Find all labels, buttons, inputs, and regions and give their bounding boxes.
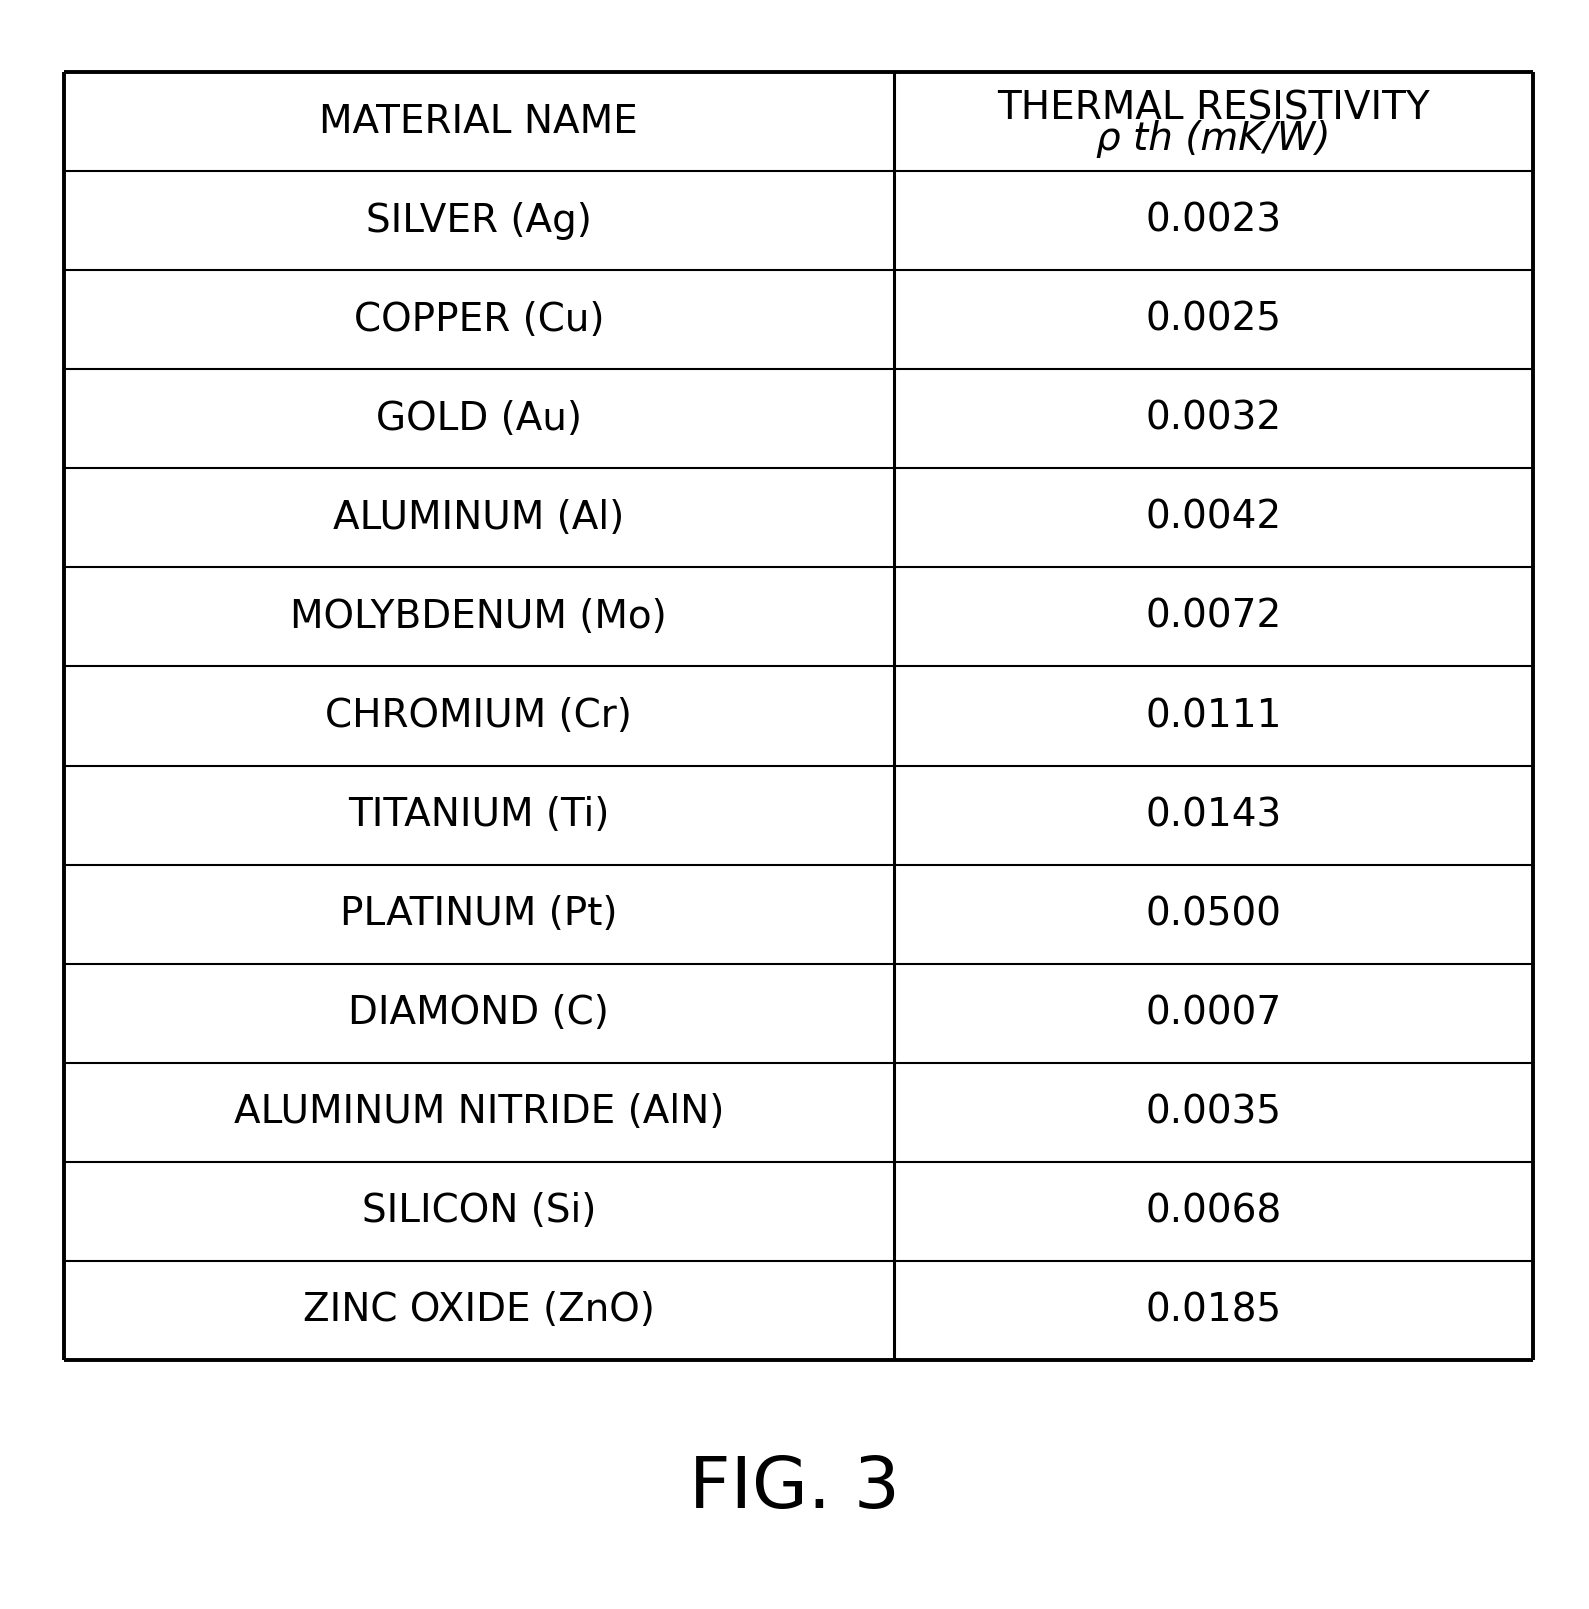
Text: 0.0032: 0.0032 <box>1146 401 1282 438</box>
Bar <box>64 72 1533 1360</box>
Text: 0.0500: 0.0500 <box>1146 895 1282 933</box>
Text: COPPER (Cu): COPPER (Cu) <box>353 301 604 339</box>
Text: 0.0111: 0.0111 <box>1146 697 1282 735</box>
Text: ZINC OXIDE (ZnO): ZINC OXIDE (ZnO) <box>303 1290 655 1329</box>
Text: PLATINUM (Pt): PLATINUM (Pt) <box>340 895 618 933</box>
Text: DIAMOND (C): DIAMOND (C) <box>348 994 609 1031</box>
Text: FIG. 3: FIG. 3 <box>690 1455 899 1522</box>
Text: 0.0072: 0.0072 <box>1146 599 1282 636</box>
Text: GOLD (Au): GOLD (Au) <box>375 401 582 438</box>
Text: THERMAL RESISTIVITY: THERMAL RESISTIVITY <box>998 88 1430 127</box>
Text: ρ th (mK/W): ρ th (mK/W) <box>1096 119 1332 158</box>
Text: SILVER (Ag): SILVER (Ag) <box>365 201 591 240</box>
Text: 0.0035: 0.0035 <box>1146 1093 1282 1131</box>
Text: 0.0143: 0.0143 <box>1146 796 1282 833</box>
Text: ALUMINUM NITRIDE (AlN): ALUMINUM NITRIDE (AlN) <box>234 1093 725 1131</box>
Text: 0.0068: 0.0068 <box>1146 1192 1282 1231</box>
Text: 0.0025: 0.0025 <box>1146 301 1282 339</box>
Text: 0.0185: 0.0185 <box>1146 1290 1282 1329</box>
Text: MATERIAL NAME: MATERIAL NAME <box>319 103 639 142</box>
Text: 0.0042: 0.0042 <box>1146 499 1282 537</box>
Text: CHROMIUM (Cr): CHROMIUM (Cr) <box>326 697 632 735</box>
Text: 0.0007: 0.0007 <box>1146 994 1282 1031</box>
Text: MOLYBDENUM (Mo): MOLYBDENUM (Mo) <box>291 599 667 636</box>
Text: 0.0023: 0.0023 <box>1146 201 1282 240</box>
Text: SILICON (Si): SILICON (Si) <box>362 1192 596 1231</box>
Text: TITANIUM (Ti): TITANIUM (Ti) <box>348 796 610 833</box>
Text: ALUMINUM (Al): ALUMINUM (Al) <box>334 499 624 537</box>
